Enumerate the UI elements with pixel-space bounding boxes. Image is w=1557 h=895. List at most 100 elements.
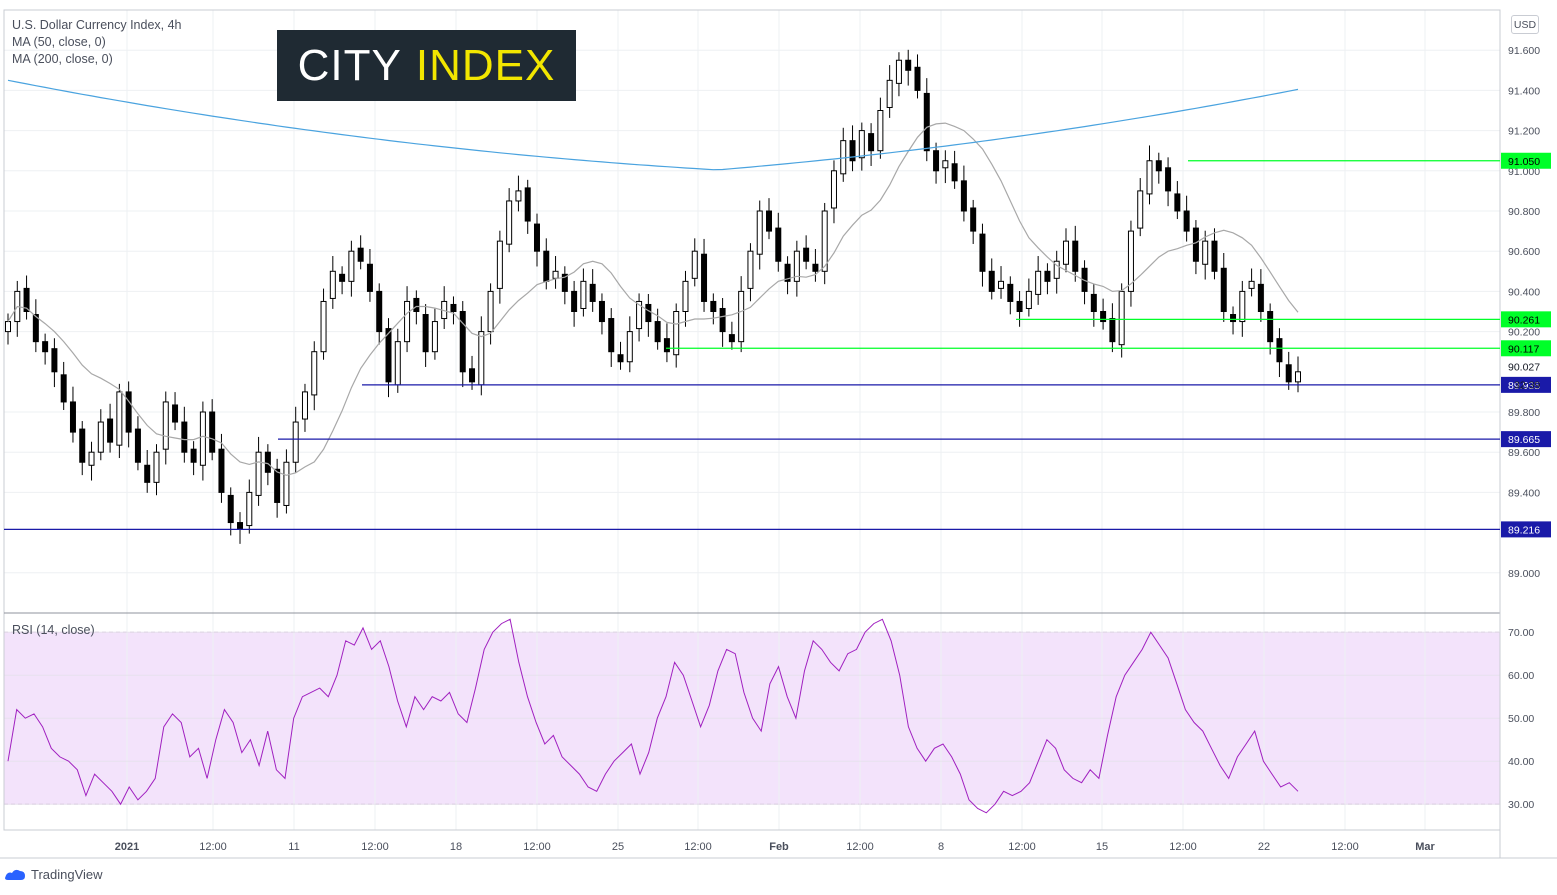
candle-body (1211, 240, 1218, 272)
level-price-label: 90.117 (1508, 343, 1539, 355)
candle-body (766, 210, 773, 232)
rsi-line (7, 618, 1299, 814)
x-tick-label: 15 (1096, 841, 1108, 853)
candle-body (385, 328, 392, 383)
candle-body (1183, 210, 1190, 232)
candle-body (524, 187, 531, 222)
candle-body (970, 207, 977, 232)
y-tick-label: 91.400 (1508, 85, 1540, 97)
candle-body (914, 66, 921, 91)
candle-body (459, 311, 466, 373)
candle-body (487, 290, 494, 333)
candle-body (153, 451, 160, 483)
x-tick-label: 22 (1258, 841, 1270, 853)
candle-body (376, 290, 383, 333)
level-price-label: 89.216 (1508, 524, 1540, 536)
candle-body (598, 300, 605, 323)
x-tick-label: 12:00 (684, 841, 712, 853)
candle-body (682, 280, 689, 313)
ma50-line (7, 122, 1299, 476)
candle-body (1267, 311, 1274, 343)
candle-body (190, 448, 197, 463)
tradingview-brand[interactable]: TradingView (4, 867, 103, 882)
candle-body (552, 270, 559, 279)
candle-body (274, 468, 281, 503)
candle-body (895, 59, 902, 84)
candle-body (51, 348, 58, 373)
candle-body (320, 300, 327, 353)
candle-body (1016, 300, 1023, 313)
candle-body (1146, 160, 1153, 195)
candle-body (747, 250, 754, 289)
y-tick-label: 90.200 (1508, 327, 1540, 339)
candle-body (329, 270, 336, 299)
candle-body (1192, 227, 1199, 262)
rsi-tick-label: 40.00 (1508, 756, 1534, 768)
candle-body (1035, 270, 1042, 295)
x-tick-label: 12:00 (846, 841, 874, 853)
x-tick-label: 12:00 (361, 841, 389, 853)
candle-body (1109, 318, 1116, 343)
candle-body (580, 280, 587, 309)
candle-body (5, 321, 11, 333)
candle-body (830, 170, 837, 209)
candle-body (292, 421, 299, 463)
city-index-logo: CITY INDEX (277, 30, 576, 101)
candle-body (803, 247, 810, 262)
candle-body (738, 290, 745, 343)
candle-body (663, 338, 670, 353)
candle-body (1165, 167, 1172, 192)
candle-body (543, 250, 550, 282)
candle-body (134, 428, 141, 463)
x-tick-label: 12:00 (1331, 841, 1359, 853)
tradingview-text: TradingView (31, 867, 103, 882)
ma200-line (7, 79, 1299, 171)
candle-body (849, 140, 856, 162)
x-tick-label: 11 (288, 841, 299, 853)
candle-body (960, 180, 967, 212)
candle-body (1276, 338, 1283, 363)
candle-body (1025, 290, 1032, 309)
candle-body (172, 404, 179, 423)
candle-body (775, 227, 782, 262)
level-price-tag (1501, 340, 1551, 357)
candle-body (701, 253, 708, 302)
x-tick-label: Mar (1415, 841, 1435, 853)
y-tick-label: 90.400 (1508, 286, 1540, 298)
logo-word-city: CITY (297, 40, 402, 90)
candle-body (784, 263, 791, 282)
candle-body (339, 273, 346, 282)
candle-body (1090, 293, 1097, 313)
candle-body (1118, 290, 1125, 346)
candle-body (144, 464, 151, 483)
candle-body (756, 210, 763, 255)
x-tick-label: 12:00 (1169, 841, 1197, 853)
candle-body (237, 522, 244, 530)
candle-body (1137, 190, 1144, 229)
x-tick-label: 8 (938, 841, 944, 853)
candle-body (691, 250, 698, 279)
candle-body (923, 92, 930, 152)
candle-body (710, 300, 717, 313)
candle-body (979, 233, 986, 272)
rsi-legend: RSI (14, close) (12, 623, 95, 637)
candle-body (886, 79, 893, 108)
candle-body (1239, 290, 1246, 323)
currency-badge[interactable]: USD (1511, 15, 1539, 34)
candle-body (719, 307, 726, 333)
candle-body (636, 300, 643, 330)
candle-body (348, 250, 355, 282)
candle-body (107, 418, 114, 443)
candle-body (1257, 283, 1264, 312)
candle-body (32, 314, 39, 343)
candle-body (608, 318, 615, 353)
y-tick-label: 91.600 (1508, 45, 1540, 57)
last-price-label: 90.027 (1508, 361, 1540, 373)
candle-body (469, 368, 476, 383)
candle-body (905, 59, 912, 71)
candle-body (404, 300, 411, 343)
candle-body (571, 290, 578, 312)
level-price-label: 91.050 (1508, 156, 1540, 168)
candle-body (264, 451, 271, 473)
